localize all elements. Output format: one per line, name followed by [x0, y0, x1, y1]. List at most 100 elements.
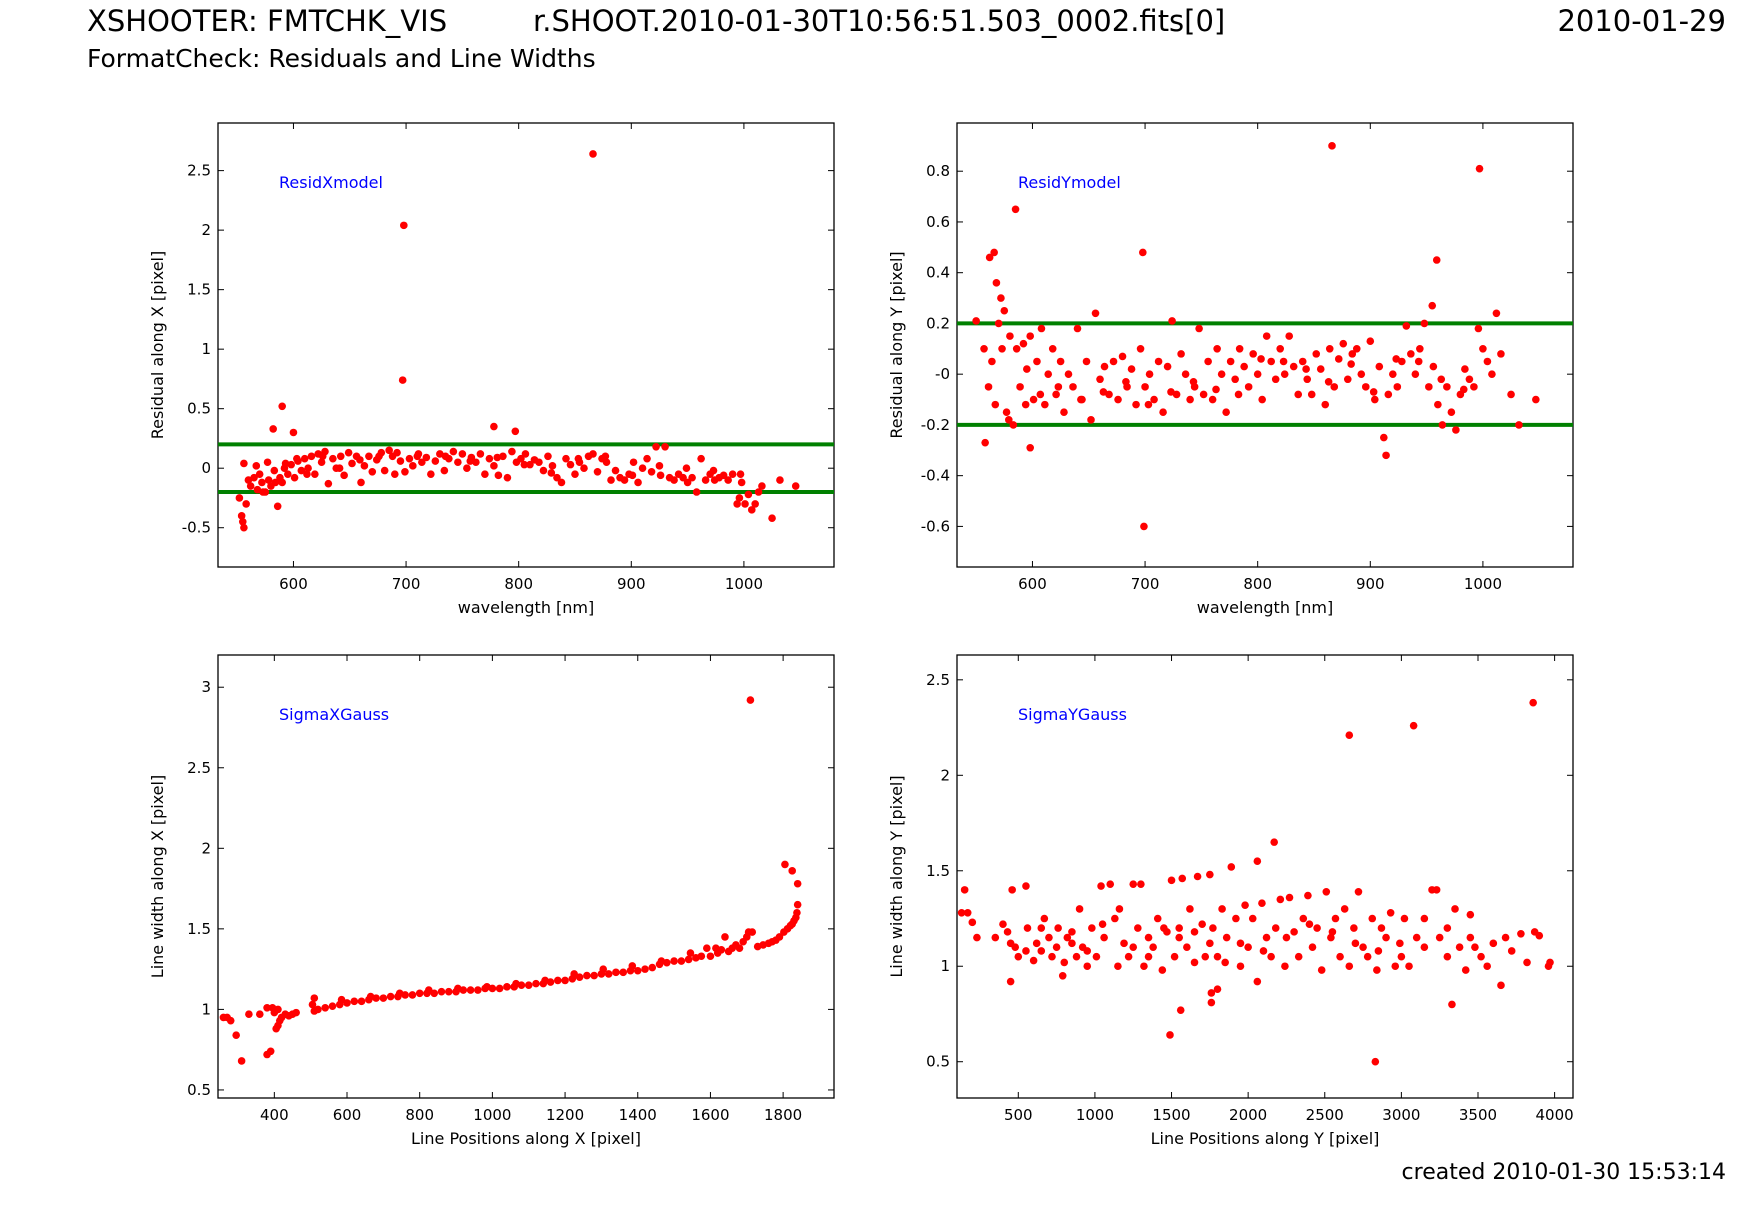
- data-point: [1369, 388, 1378, 396]
- data-point: [517, 454, 525, 463]
- data-point: [1281, 962, 1289, 971]
- data-point: [1420, 943, 1429, 951]
- chart-panel-sigmaygauss: 500 1000 1500 2000 2500 3000 3500 4000 0.5 1 1.5 2 2…: [887, 654, 1574, 1148]
- data-point: [1198, 920, 1206, 929]
- x-tick-label: 400: [260, 1106, 289, 1124]
- data-point: [1357, 370, 1366, 378]
- data-point: [1380, 433, 1388, 442]
- data-point: [269, 425, 277, 433]
- x-axis-label: wavelength [nm]: [1197, 598, 1334, 617]
- data-point: [368, 467, 377, 476]
- data-point: [1253, 370, 1262, 378]
- data-point: [1167, 388, 1175, 396]
- data-point: [1489, 939, 1498, 948]
- data-point: [264, 476, 273, 484]
- data-point: [1009, 421, 1018, 429]
- data-point: [1068, 939, 1076, 948]
- data-point: [1276, 345, 1285, 353]
- data-point: [1217, 370, 1226, 378]
- data-point: [281, 459, 290, 468]
- data-point: [240, 459, 248, 468]
- data-point: [1060, 408, 1068, 417]
- data-point: [1294, 952, 1303, 961]
- data-point: [741, 500, 749, 508]
- data-point: [273, 502, 282, 511]
- data-point: [1175, 933, 1183, 942]
- data-point: [589, 450, 597, 458]
- data-point: [601, 452, 610, 461]
- x-tick-label: 800: [405, 1106, 434, 1124]
- x-tick-label: 1600: [691, 1106, 729, 1124]
- data-point: [1258, 899, 1266, 908]
- y-tick-label: -0: [935, 365, 950, 383]
- data-point: [1189, 377, 1198, 386]
- data-point: [1483, 357, 1492, 366]
- data-point: [1176, 1006, 1185, 1014]
- data-point: [1141, 383, 1149, 391]
- data-point: [991, 400, 1000, 409]
- data-point: [1236, 962, 1245, 971]
- data-point: [1317, 966, 1326, 974]
- data-point: [444, 987, 453, 996]
- data-point: [268, 1003, 277, 1012]
- data-point: [692, 488, 701, 496]
- data-point: [1213, 985, 1222, 993]
- data-point: [703, 944, 711, 952]
- data-point: [263, 1050, 271, 1059]
- data-point: [1488, 370, 1496, 378]
- data-point: [235, 494, 244, 502]
- data-point: [1303, 375, 1312, 384]
- data-point: [1222, 933, 1231, 942]
- data-point: [781, 860, 789, 869]
- data-point: [1501, 933, 1510, 942]
- data-point: [1096, 375, 1104, 384]
- data-point: [1236, 939, 1245, 948]
- data-point: [308, 1000, 317, 1009]
- data-point: [633, 966, 642, 975]
- data-point: [307, 452, 316, 461]
- data-point: [1322, 887, 1331, 896]
- data-point: [1003, 928, 1012, 936]
- data-point: [409, 462, 417, 470]
- data-point: [733, 500, 741, 508]
- data-point: [747, 506, 756, 514]
- data-point: [396, 457, 405, 465]
- data-point: [1294, 390, 1303, 399]
- data-point: [401, 467, 409, 476]
- data-point: [1253, 977, 1262, 986]
- y-tick-label: 0.2: [926, 314, 950, 332]
- y-tick-label: -0.2: [921, 416, 950, 434]
- data-point: [1345, 962, 1354, 971]
- data-point: [612, 968, 620, 977]
- data-point: [1201, 952, 1210, 961]
- data-point: [589, 150, 597, 158]
- data-point: [652, 442, 660, 451]
- data-point: [1033, 357, 1041, 366]
- data-point: [562, 454, 570, 463]
- data-point: [1144, 933, 1153, 942]
- data-point: [641, 965, 649, 973]
- data-point: [1114, 962, 1122, 971]
- data-point: [1186, 905, 1194, 913]
- data-point: [1111, 914, 1119, 923]
- data-point: [1160, 924, 1168, 932]
- data-point: [1190, 958, 1199, 967]
- x-tick-label: 900: [1356, 575, 1385, 593]
- data-point: [553, 473, 561, 482]
- data-point: [1144, 952, 1153, 961]
- data-point: [1336, 952, 1344, 961]
- data-point: [1302, 365, 1310, 373]
- data-point: [458, 450, 467, 458]
- data-point: [454, 458, 462, 467]
- data-point: [1279, 357, 1288, 366]
- data-point: [1377, 924, 1386, 932]
- data-point: [1327, 933, 1335, 942]
- data-point: [1083, 962, 1092, 971]
- data-point: [1328, 928, 1337, 936]
- data-point: [1240, 362, 1248, 371]
- data-point: [1058, 971, 1067, 980]
- data-point: [1434, 400, 1442, 409]
- data-point: [1470, 383, 1478, 391]
- data-point: [329, 454, 337, 463]
- data-point: [379, 994, 388, 1002]
